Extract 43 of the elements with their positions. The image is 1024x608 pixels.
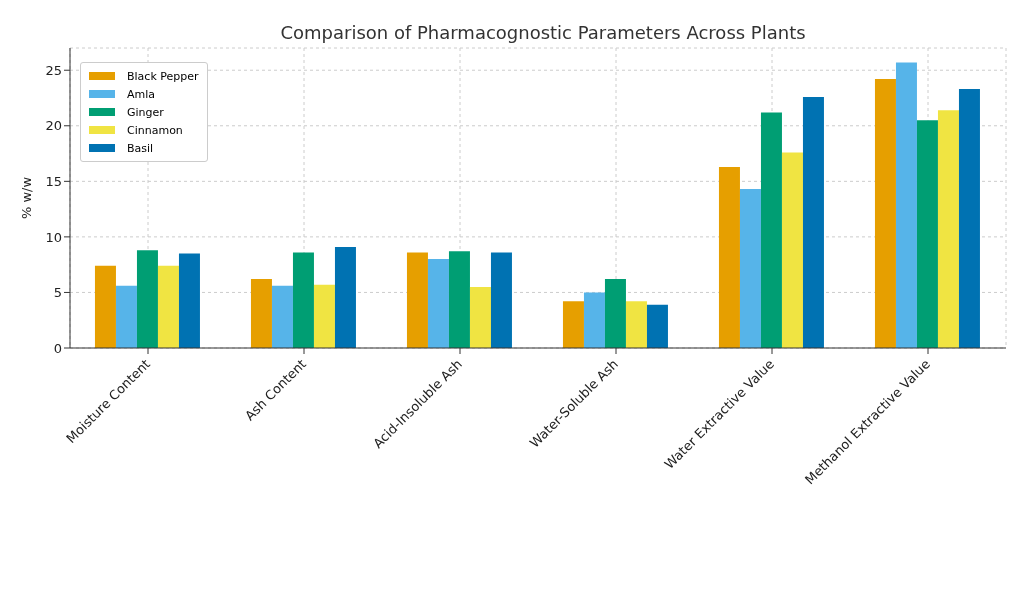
bar <box>916 120 938 348</box>
bar <box>469 286 491 348</box>
bar <box>937 110 959 348</box>
bar <box>406 252 428 348</box>
bar <box>334 246 356 348</box>
bar <box>739 189 761 348</box>
y-tick-label: 15 <box>45 173 62 189</box>
bar <box>895 62 917 348</box>
bar <box>562 301 584 348</box>
bar <box>625 301 647 348</box>
y-tick-label: 25 <box>45 62 62 78</box>
legend-label: Basil <box>127 141 154 155</box>
bar <box>157 265 179 348</box>
y-axis-title: % w/w <box>18 176 34 220</box>
bar <box>178 253 200 348</box>
legend-label: Black Pepper <box>127 69 199 83</box>
bar <box>781 152 803 348</box>
bar <box>313 284 335 348</box>
bar <box>958 89 980 348</box>
legend-label: Cinnamon <box>127 123 183 137</box>
y-tick-label: 20 <box>45 118 62 134</box>
y-tick-label: 5 <box>53 285 62 301</box>
y-tick-label: 0 <box>53 340 62 356</box>
legend-label: Amla <box>127 87 156 101</box>
bar <box>94 265 116 348</box>
bar <box>136 250 158 348</box>
bar <box>583 292 605 348</box>
bar <box>874 79 896 348</box>
bar <box>760 112 782 348</box>
legend-label: Ginger <box>127 105 164 119</box>
bar <box>271 285 293 348</box>
bar <box>250 279 272 348</box>
bar <box>718 166 740 348</box>
bar <box>448 251 470 348</box>
bar <box>292 252 314 348</box>
bar <box>802 96 824 348</box>
bar <box>490 252 512 348</box>
bar <box>115 285 137 348</box>
bar <box>646 304 668 348</box>
bar <box>604 279 626 348</box>
chart-title: Comparison of Pharmacognostic Parameters Across Plants <box>279 22 807 43</box>
y-tick-label: 10 <box>45 229 62 245</box>
bar <box>427 259 449 348</box>
